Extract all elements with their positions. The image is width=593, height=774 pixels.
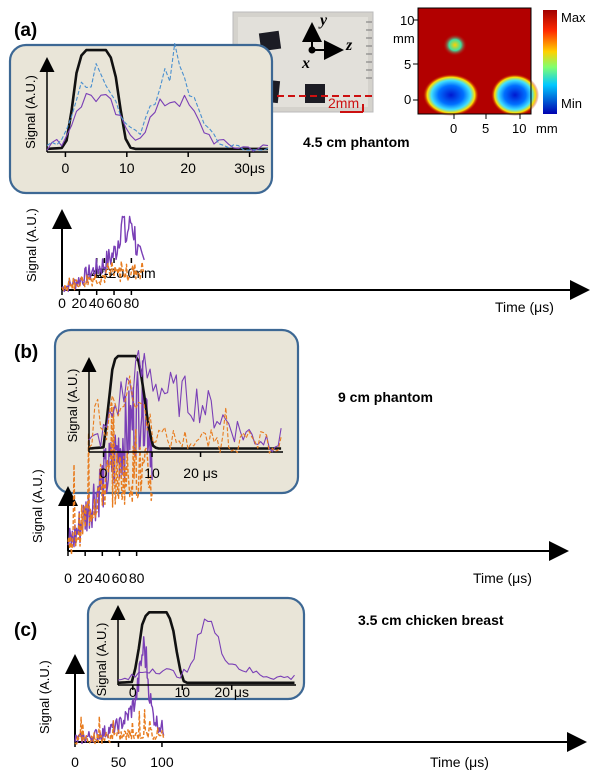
a-inset-ylabel: Signal (A.U.): [23, 75, 38, 149]
a-main-xlabel: Time (μs): [495, 299, 554, 315]
heatmap-x-unit: mm: [536, 121, 558, 136]
heatmap-ytick-10: 10: [400, 13, 414, 28]
b-main-xtick-0: 0: [64, 570, 72, 586]
heatmap: 10 mm 5 0 0 5 10 mm Max Min: [393, 7, 586, 136]
c-inset-ylabel: Signal (A.U.): [94, 623, 109, 697]
heatmap-ytick-5: 5: [404, 57, 411, 72]
a-inset-xtick-20: 20: [180, 160, 196, 176]
c-inset-series-0: [117, 610, 295, 685]
a-main-xtick-80: 80: [124, 295, 140, 311]
b-inset-xtick-0: 0: [100, 465, 108, 481]
heatmap-ytick-0: 0: [404, 92, 411, 107]
c-main-xtick-0: 0: [71, 754, 79, 770]
c-main-ylabel: Signal (A.U.): [37, 660, 52, 734]
b-inset-series-1: [88, 349, 282, 453]
panel-b-title: 9 cm phantom: [338, 389, 433, 405]
a-main-xtick-60: 60: [106, 295, 122, 311]
b-inset-series-0: [88, 354, 282, 450]
a-inset-xtick-10: 10: [119, 160, 135, 176]
c-main-xtick-100: 100: [150, 754, 174, 770]
panel-b-label: (b): [14, 342, 38, 363]
b-main-xtick-40: 40: [95, 570, 111, 586]
colorbar-max: Max: [561, 10, 586, 25]
a-main-xtick-0: 0: [58, 295, 66, 311]
c-main-series-1: [74, 709, 165, 745]
b-main-xtick-80: 80: [129, 570, 145, 586]
b-main-xtick-60: 60: [112, 570, 128, 586]
heatmap-y-unit: mm: [393, 31, 415, 46]
panel-c-label: (c): [14, 620, 37, 641]
a-main-xtick-20: 20: [72, 295, 88, 311]
photo-axis-z: z: [345, 37, 353, 54]
b-main-series-1: [67, 402, 153, 556]
panel-c-title: 3.5 cm chicken breast: [358, 612, 504, 628]
a-main-series-1: [61, 260, 145, 293]
c-inset-xtick-10: 10: [174, 684, 190, 700]
heatmap-xtick-10: 10: [512, 121, 526, 136]
inset-b-box: [53, 328, 300, 495]
c-main-xlabel: Time (μs): [430, 754, 489, 770]
a-main-ylabel: Signal (A.U.): [24, 208, 39, 282]
b-inset-xtick-10: 10: [144, 465, 160, 481]
a-inset-xtick-30: 30μs: [234, 160, 265, 176]
b-main-xlabel: Time (μs): [473, 570, 532, 586]
b-inset-ylabel: Signal (A.U.): [65, 369, 80, 443]
panel-a-label: (a): [14, 20, 37, 41]
b-main-xtick-20: 20: [77, 570, 93, 586]
a-main-xtick-40: 40: [89, 295, 105, 311]
c-main-xtick-50: 50: [111, 754, 127, 770]
a-main-series-0: [61, 215, 145, 293]
a-inset-xtick-0: 0: [62, 160, 70, 176]
photo-axis-y: y: [318, 12, 328, 29]
colorbar-min: Min: [561, 96, 582, 111]
a-main-mm-unit: mm: [132, 265, 155, 281]
heatmap-xtick-5: 5: [482, 121, 489, 136]
scale-bar-label: 2mm: [328, 95, 359, 111]
inset-a-box: [8, 43, 274, 195]
c-inset-xtick-20: 20 μs: [214, 684, 249, 700]
c-inset-xtick-0: 0: [129, 684, 137, 700]
c-main-series-0: [74, 636, 165, 745]
colorbar: [543, 10, 557, 114]
c-inset-series-1: [117, 618, 295, 681]
photo-axis-x: x: [301, 55, 310, 72]
b-main-series-0: [67, 360, 153, 548]
b-inset-series-2: [88, 375, 282, 454]
plots-layer: Signal (A.U.)0 20 40 60 80 Time (μs)-40-20 020…: [23, 42, 590, 770]
a-inset-series-0: [46, 48, 268, 151]
heatmap-xtick-0: 0: [450, 121, 457, 136]
panel-a-title: 4.5 cm phantom: [303, 134, 410, 150]
b-main-ylabel: Signal (A.U.): [30, 469, 45, 543]
a-inset-series-2: [46, 42, 269, 151]
b-inset-xtick-20: 20 μs: [183, 465, 218, 481]
